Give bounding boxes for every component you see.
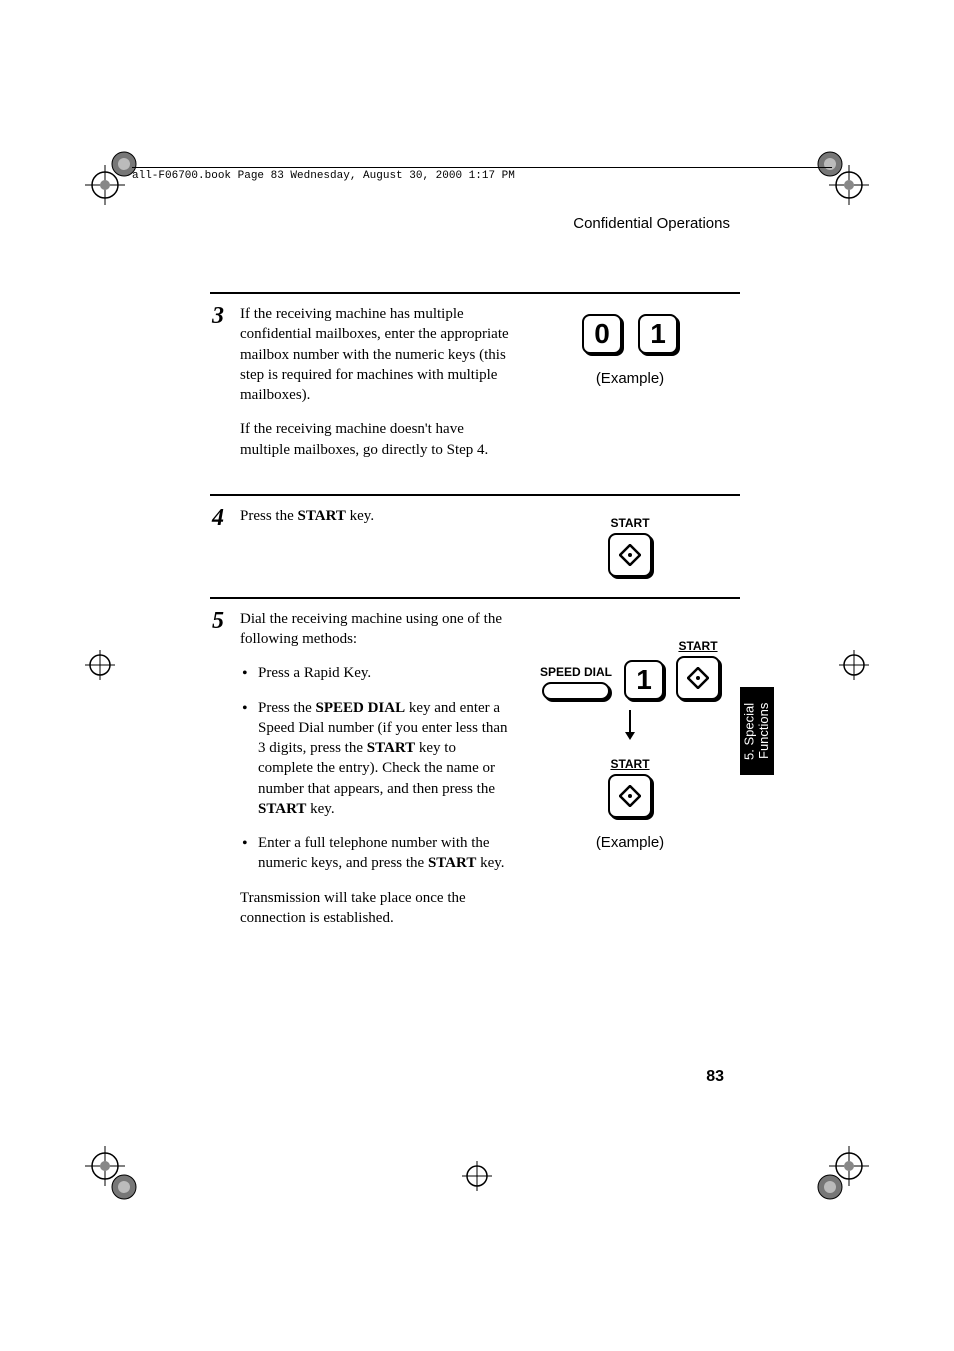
start-key	[676, 656, 720, 700]
speed-dial-label: SPEED DIAL	[540, 665, 612, 679]
key-row: 0 1	[582, 314, 678, 354]
step-3: 3 If the receiving machine has multiple …	[210, 292, 740, 494]
step-number: 3	[210, 304, 240, 474]
chapter-tab: 5. Special Functions	[740, 687, 774, 775]
step3-text1: If the receiving machine has multiple co…	[240, 304, 510, 405]
down-arrow-icon	[623, 710, 637, 747]
start-label: START	[678, 639, 717, 653]
step-5: 5 Dial the receiving machine using one o…	[210, 597, 740, 962]
numeric-key-0: 0	[582, 314, 622, 354]
step3-text2: If the receiving machine doesn't have mu…	[240, 419, 510, 460]
rosette-icon	[110, 1173, 138, 1201]
start-label: START	[610, 757, 649, 771]
step5-outro: Transmission will take place once the co…	[240, 888, 510, 929]
crop-mark-icon	[457, 1156, 497, 1196]
example-label: (Example)	[596, 834, 664, 851]
start-label: START	[610, 516, 649, 530]
crop-mark-icon	[80, 645, 120, 685]
start-key	[608, 533, 652, 577]
step5-bullet2: Press the SPEED DIAL key and enter a Spe…	[240, 698, 510, 820]
start-diamond-icon	[687, 667, 709, 689]
crop-mark-icon	[834, 645, 874, 685]
step5-bullet1: Press a Rapid Key.	[240, 663, 510, 683]
step5-keys-row: SPEED DIAL 1 START	[540, 639, 720, 700]
section-title: Confidential Operations	[210, 215, 740, 232]
step-4: 4 Press the START key. START	[210, 494, 740, 597]
start-diamond-icon	[619, 785, 641, 807]
step4-text: Press the START key.	[240, 506, 510, 526]
numeric-key-1: 1	[624, 660, 664, 700]
step5-intro: Dial the receiving machine using one of …	[240, 609, 510, 650]
start-key	[608, 774, 652, 818]
file-header: all-F06700.book Page 83 Wednesday, Augus…	[132, 167, 832, 182]
rosette-icon	[816, 1173, 844, 1201]
step5-bullet3: Enter a full telephone number with the n…	[240, 833, 510, 874]
step-number: 4	[210, 506, 240, 577]
step-number: 5	[210, 609, 240, 942]
page-number: 83	[706, 1068, 724, 1086]
speed-dial-key	[542, 682, 610, 700]
start-diamond-icon	[619, 544, 641, 566]
numeric-key-1: 1	[638, 314, 678, 354]
example-label: (Example)	[596, 370, 664, 387]
